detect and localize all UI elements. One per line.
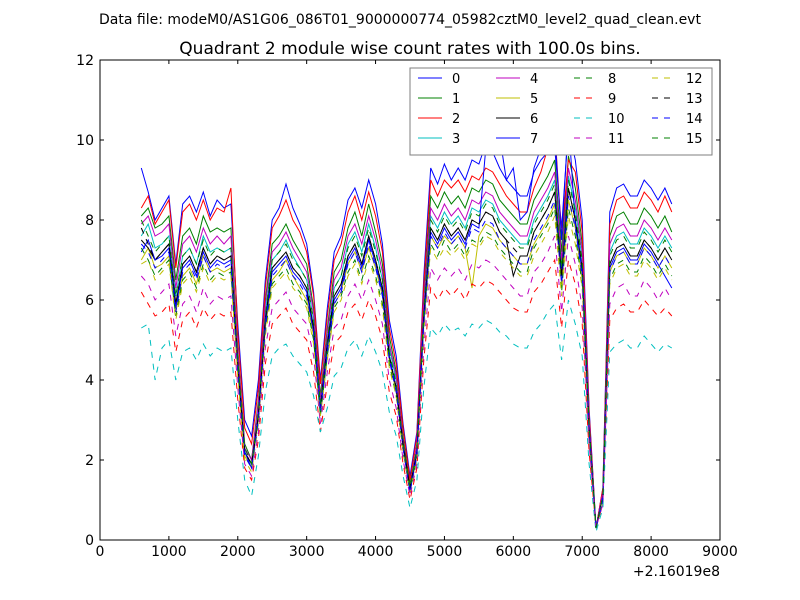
y-tick-label: 12	[76, 53, 94, 69]
series-line-10	[141, 299, 673, 533]
legend-label-2: 2	[452, 112, 460, 127]
y-tick-label: 4	[85, 373, 94, 389]
x-tick-label: 0	[96, 544, 105, 560]
legend-label-8: 8	[608, 72, 616, 87]
series-line-2	[140, 127, 673, 529]
legend-label-15: 15	[686, 132, 703, 147]
y-tick-label: 10	[76, 133, 94, 149]
x-tick-label: 1000	[151, 544, 187, 560]
series-line-11	[140, 235, 673, 529]
legend-label-11: 11	[608, 132, 625, 147]
series-line-15	[140, 179, 673, 529]
x-tick-label: 5000	[427, 544, 463, 560]
legend-label-0: 0	[452, 72, 460, 87]
legend-label-5: 5	[530, 92, 538, 107]
data-file-suptitle: Data file: modeM0/AS1G06_086T01_90000007…	[99, 12, 701, 28]
legend-label-4: 4	[530, 72, 538, 87]
series-line-14	[140, 195, 673, 529]
plot-marks	[140, 110, 673, 533]
series-line-13	[140, 187, 673, 529]
x-tick-label: 2000	[220, 544, 256, 560]
legend-label-1: 1	[452, 92, 460, 107]
y-tick-label: 8	[85, 213, 94, 229]
legend-label-13: 13	[686, 92, 703, 107]
legend-label-3: 3	[452, 132, 460, 147]
legend-label-7: 7	[530, 132, 538, 147]
x-tick-label: 6000	[496, 544, 532, 560]
legend-label-14: 14	[686, 112, 703, 127]
x-tick-label: 3000	[289, 544, 325, 560]
x-tick-label: 8000	[633, 544, 669, 560]
x-tick-label: 4000	[358, 544, 394, 560]
legend-label-6: 6	[530, 112, 538, 127]
legend-label-12: 12	[686, 72, 703, 87]
x-tick-label: 9000	[702, 544, 738, 560]
legend-label-9: 9	[608, 92, 616, 107]
y-tick-label: 0	[85, 533, 94, 549]
y-tick-label: 2	[85, 453, 94, 469]
series-line-9	[140, 258, 673, 529]
x-tick-label: 7000	[564, 544, 600, 560]
axis-ticks: 0 1000 2000 3000 4000 5000 6000 7000 8000 9000 0 2 4…	[76, 53, 738, 560]
legend-box	[409, 67, 713, 156]
legend-label-10: 10	[608, 112, 625, 127]
chart-title: Quadrant 2 module wise count rates with …	[179, 39, 640, 59]
y-tick-label: 6	[85, 293, 94, 309]
x-offset-label: +2.16019e8	[633, 564, 720, 580]
